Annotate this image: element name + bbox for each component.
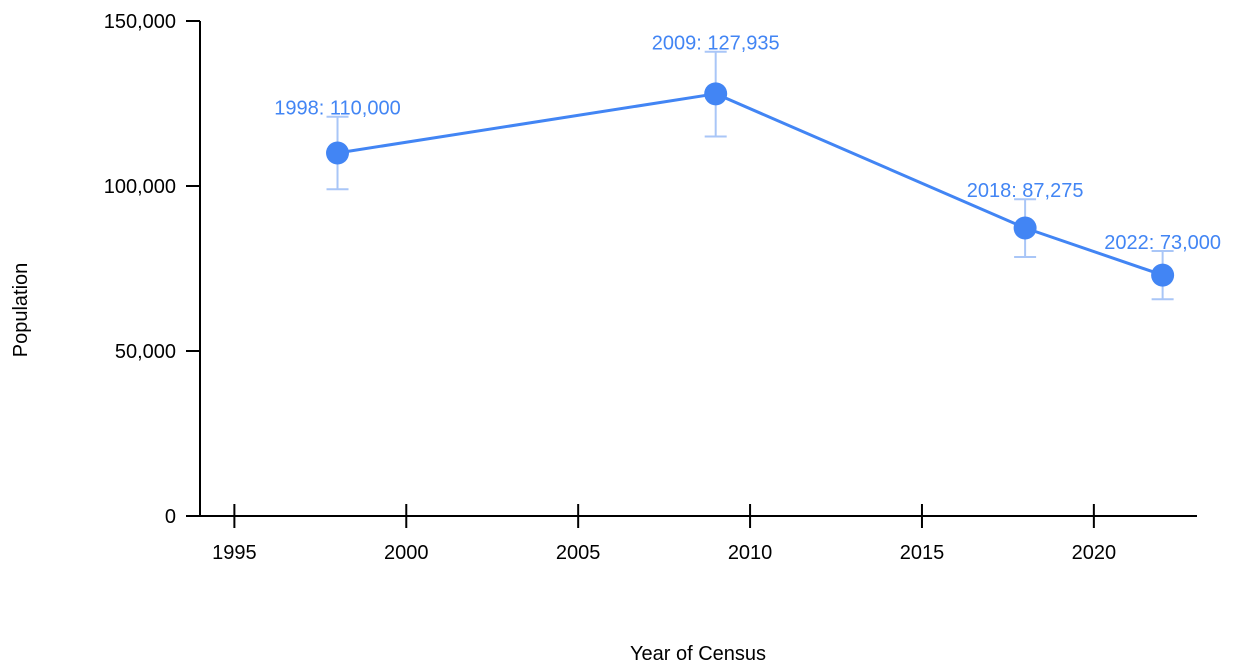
y-axis-title: Population: [10, 263, 32, 358]
data-label: 2009: 127,935: [652, 33, 780, 55]
series-line: [337, 92, 1164, 277]
data-point[interactable]: [704, 82, 728, 106]
data-label: 2022: 73,000: [1104, 232, 1221, 254]
x-tick-label: 2015: [900, 542, 945, 564]
axes: [199, 21, 1197, 517]
series-population: [326, 50, 1175, 301]
data-labels: 1998: 110,000 2009: 127,935 2018: 87,275 20…: [274, 33, 1221, 254]
data-label: 2018: 87,275: [967, 180, 1084, 202]
y-tick-label: 50,000: [115, 341, 176, 363]
data-label: 1998: 110,000: [274, 98, 400, 120]
x-tick-label: 1995: [212, 542, 257, 564]
x-tick-label: 2020: [1072, 542, 1117, 564]
data-point[interactable]: [326, 141, 350, 165]
x-tick-label: 2010: [728, 542, 773, 564]
y-tick-label: 100,000: [104, 176, 176, 198]
x-tick-label: 2005: [556, 542, 601, 564]
data-point[interactable]: [1151, 263, 1175, 287]
data-point[interactable]: [1013, 216, 1037, 240]
x-tick-label: 2000: [384, 542, 429, 564]
y-tick-label: 150,000: [104, 11, 176, 33]
tick-marks: 0 50,000 100,000 150,000 1995 2000 2005 2010 201…: [104, 11, 1116, 564]
y-tick-label: 0: [165, 506, 176, 528]
x-axis-title: Year of Census: [630, 643, 766, 665]
